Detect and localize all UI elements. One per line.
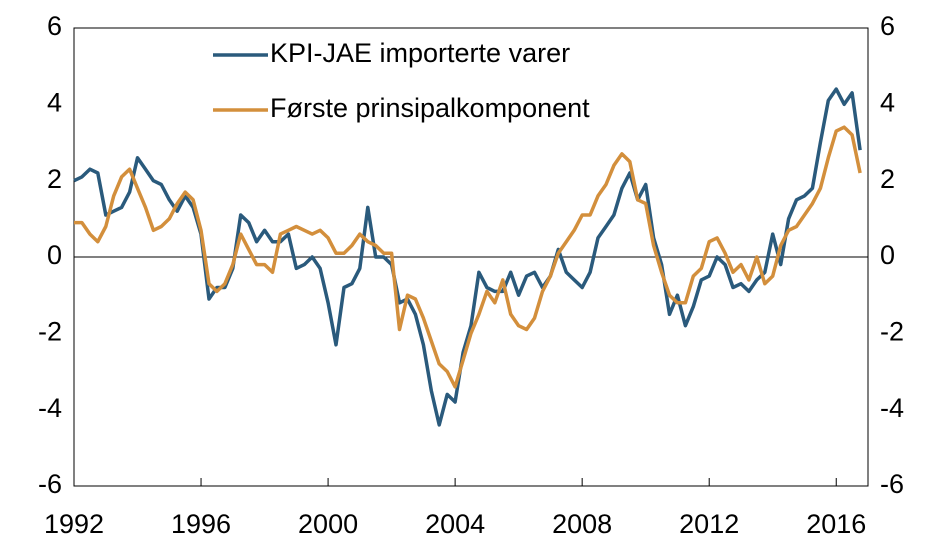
x-tick-label: 1992: [44, 509, 104, 539]
y2-tick-label: -4: [880, 393, 904, 423]
y2-tick-label: 0: [880, 240, 895, 270]
y-tick-label: 4: [47, 87, 62, 117]
y2-tick-label: 2: [880, 164, 895, 194]
y2-tick-label: 4: [880, 87, 895, 117]
x-tick-label: 1996: [171, 509, 231, 539]
y2-tick-label: 6: [880, 11, 895, 41]
y-tick-label: -4: [38, 393, 62, 423]
x-tick-label: 2012: [679, 509, 739, 539]
x-tick-label: 2016: [806, 509, 866, 539]
series-line: [74, 125, 862, 389]
legend-label: Første prinsipalkomponent: [270, 93, 590, 123]
x-tick-label: 2000: [298, 509, 358, 539]
y-tick-label: 2: [47, 164, 62, 194]
x-tick-label: 2008: [552, 509, 612, 539]
y-tick-label: 6: [47, 11, 62, 41]
y-tick-label: -2: [38, 316, 62, 346]
y2-tick-label: -2: [880, 316, 904, 346]
legend-label: KPI-JAE importerte varer: [270, 38, 570, 68]
y2-tick-label: -6: [880, 469, 904, 499]
y-tick-label: -6: [38, 469, 62, 499]
x-tick-label: 2004: [425, 509, 485, 539]
y-tick-label: 0: [47, 240, 62, 270]
